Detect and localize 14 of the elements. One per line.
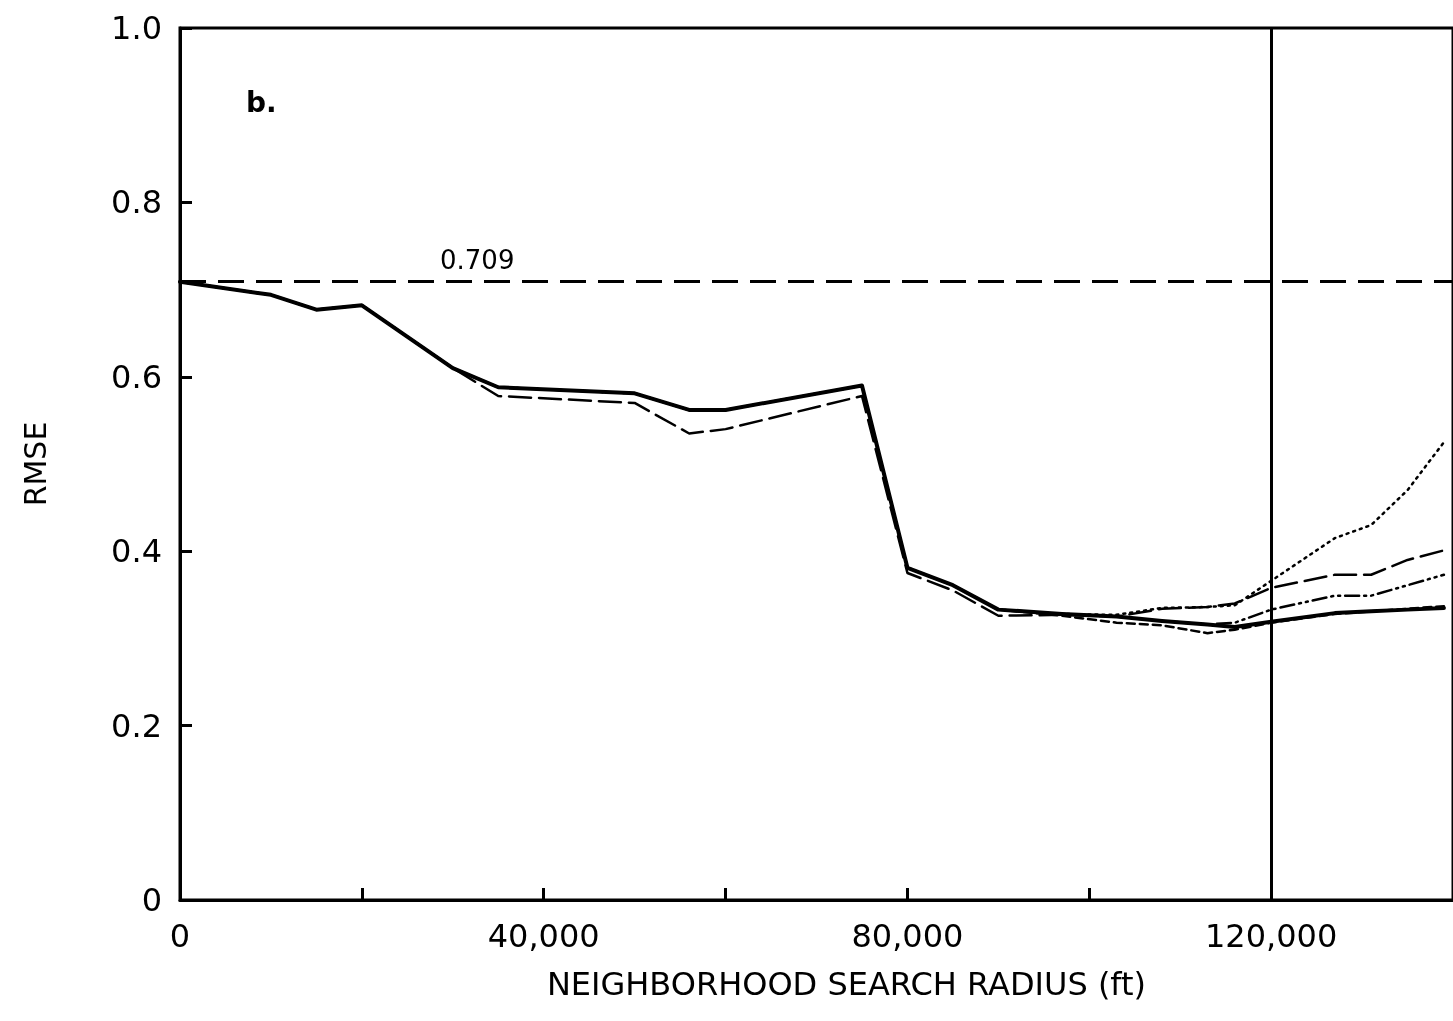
ref-line-label: 0.709 xyxy=(440,244,515,275)
y-tick-label: 0.6 xyxy=(111,357,162,396)
x-tick-label: 80,000 xyxy=(851,917,964,955)
x-tick-label: 120,000 xyxy=(1204,917,1338,955)
y-axis-title: RMSE xyxy=(17,421,53,507)
y-tick-label: 0.2 xyxy=(111,706,162,745)
y-tick-label: 0.8 xyxy=(111,183,162,222)
x-tick-label: 0 xyxy=(169,917,191,955)
x-axis-title: NEIGHBORHOOD SEARCH RADIUS (ft) xyxy=(546,965,1147,1003)
x-tick-label: 40,000 xyxy=(487,917,600,955)
annotation: b. xyxy=(246,85,277,119)
y-tick-label: 1.0 xyxy=(111,9,162,47)
y-tick-label: 0.4 xyxy=(111,532,162,571)
y-tick-label: 0 xyxy=(141,881,162,919)
